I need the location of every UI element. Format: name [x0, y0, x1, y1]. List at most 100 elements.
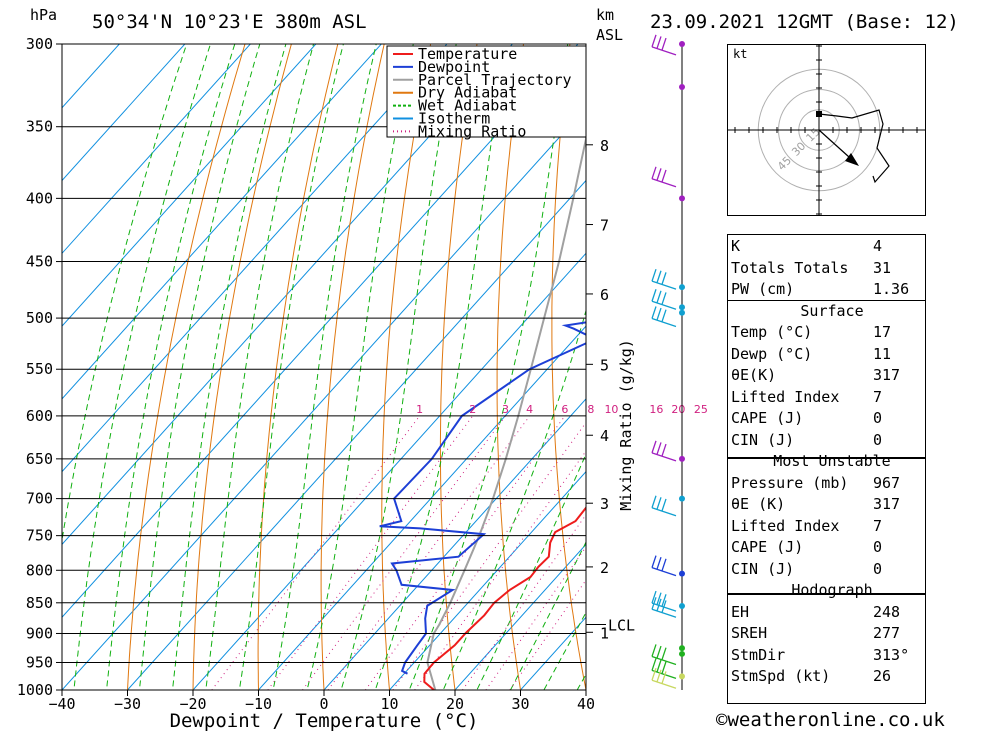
wind-barb-feather [661, 292, 667, 305]
surface-box [727, 300, 926, 458]
isotherm-line [192, 252, 586, 690]
wind-barb-feather [656, 36, 662, 49]
index-label: K [731, 237, 741, 255]
wind-barb-feather [656, 557, 662, 570]
wet-adiabat-line [272, 44, 377, 690]
wind-barb [651, 644, 677, 666]
index-row: Dewp (°C) 11 [727, 344, 937, 366]
wind-barb-feather [656, 307, 662, 321]
mixing-ratio-label: 6 [561, 403, 568, 416]
wind-level-dot [679, 673, 685, 680]
copyright-footer: ©weatheronline.co.uk [716, 709, 945, 731]
wind-barb-feather [656, 270, 662, 283]
wind-barb-feather [656, 168, 662, 181]
mixing-ratio-label: 8 [587, 403, 594, 416]
legend-label: Mixing Ratio [418, 122, 526, 140]
wind-barb-feather [661, 647, 667, 660]
wind-barb-feather [656, 290, 662, 304]
legend-label: Dry Adiabat [418, 84, 517, 102]
temperature-tick-label: 40 [577, 695, 595, 713]
wind-barb-feather [651, 289, 657, 302]
pressure-tick-label: 300 [26, 35, 53, 53]
wind-barb-shaft [651, 178, 677, 188]
height-tick-label: 2 [600, 559, 609, 577]
height-tick-label: 8 [600, 137, 609, 155]
wind-barb-feather [651, 597, 657, 610]
isotherm-line [62, 107, 586, 690]
index-value: 17 [873, 323, 892, 341]
temperature-tick-label: 20 [446, 695, 464, 713]
section-title-row: Most Unstable [727, 451, 937, 473]
mixing-ratio-label: 16 [649, 403, 663, 416]
wet-adiabat-line [205, 44, 315, 690]
wind-barb [651, 34, 677, 56]
index-value: 7 [873, 387, 883, 406]
wet-adiabat-line [138, 44, 261, 690]
index-row: θE (K) 317 [727, 494, 937, 516]
pressure-tick-label: 600 [26, 407, 53, 425]
pressure-tick-label: 700 [26, 490, 53, 508]
hodograph-trace [818, 109, 890, 184]
pressure-tick-label: 950 [26, 653, 53, 671]
storm-motion-arrowhead [845, 153, 859, 166]
wind-level-dot [679, 41, 685, 47]
wind-barb-feather [656, 645, 662, 659]
index-value: 277 [873, 624, 901, 642]
index-row: EH 248 [727, 602, 937, 624]
hodograph-unit: kt [733, 47, 747, 61]
index-value: 248 [873, 602, 901, 621]
isotherm-line [62, 44, 317, 327]
isotherm-line [126, 179, 586, 690]
index-label: SREH [731, 624, 768, 642]
pressure-tick-label: 800 [26, 561, 53, 579]
mixing-ratio-line [327, 415, 531, 690]
wind-barb [651, 166, 677, 188]
wind-level-dot [679, 650, 685, 657]
hodograph-start-marker [816, 111, 822, 117]
wind-barb-shaft [651, 280, 677, 290]
index-value: 4 [873, 237, 883, 255]
wind-barb-feather [651, 495, 657, 508]
mixing-ratio-label: 25 [694, 403, 708, 416]
wind-barb-feather [656, 669, 662, 683]
isotherm-line [323, 398, 586, 690]
index-value: 967 [873, 473, 901, 492]
index-row: CAPE (J) 0 [727, 537, 937, 559]
wind-barb-shaft [651, 608, 677, 618]
mixing-ratio-line [462, 513, 586, 690]
index-label: StmSpd (kt) [731, 667, 831, 685]
mixing-ratio-line [509, 579, 586, 690]
wind-barb-feather [656, 592, 662, 605]
wind-barb-feather [651, 306, 657, 319]
index-value: 317 [873, 366, 901, 384]
lcl-label: LCL [608, 616, 635, 634]
wind-barb-feather [661, 272, 667, 285]
index-label: θE (K) [731, 495, 786, 513]
mixing-ratio-label: 1 [416, 403, 423, 416]
wind-barb-feather [651, 34, 657, 48]
temperature-tick-label: −10 [245, 695, 272, 713]
legend-label: Temperature [418, 45, 517, 63]
wind-barb-feather [651, 555, 657, 568]
wind-barb-feather [651, 668, 657, 681]
wind-barb [651, 268, 677, 290]
temperature-tick-label: −20 [179, 695, 206, 713]
pressure-tick-label: 500 [26, 309, 53, 327]
index-value: 11 [873, 344, 892, 363]
index-row: StmSpd (kt) 26 [727, 666, 937, 688]
index-label: CAPE (J) [731, 409, 804, 427]
index-value: 313° [873, 645, 910, 664]
hodograph-title: Hodograph [791, 581, 873, 599]
mixing-ratio-axis-label: Mixing Ratio (g/kg) [617, 339, 635, 511]
isotherm-line [257, 325, 586, 690]
wind-level-dot [679, 83, 685, 90]
temperature-tick-label: −40 [48, 695, 75, 713]
wind-barb-feather [656, 497, 662, 510]
wet-adiabat-line [171, 44, 287, 690]
storm-motion-vector [818, 129, 850, 158]
parcel-trajectory-line [426, 134, 586, 690]
wind-barb [651, 555, 677, 577]
wind-level-dot [679, 645, 685, 652]
wind-barb-feather [656, 659, 662, 673]
